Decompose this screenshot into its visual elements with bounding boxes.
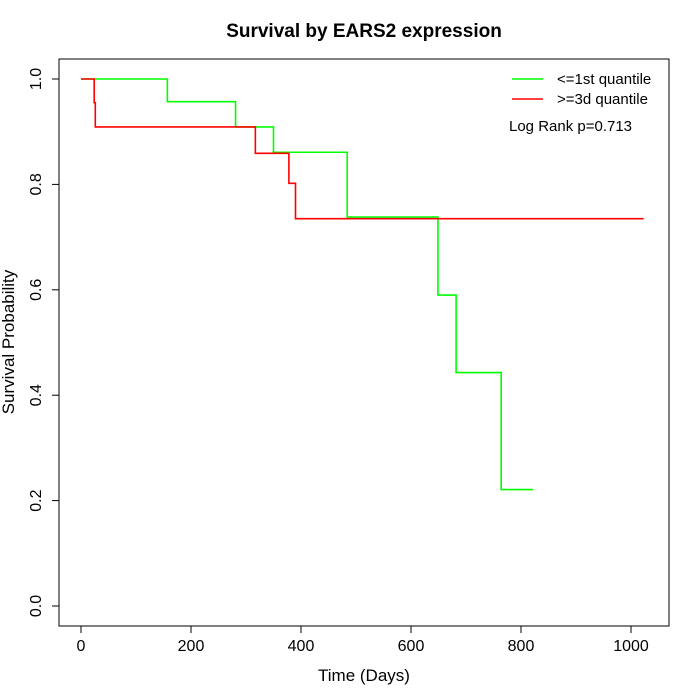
x-axis: 0 200 400 600 800 1000: [77, 625, 649, 655]
y-tick-label: 1.0: [28, 68, 45, 90]
y-tick-label: 0.6: [28, 279, 45, 301]
log-rank-annotation: Log Rank p=0.713: [509, 118, 632, 135]
plot-frame: [58, 58, 670, 627]
x-tick-label: 200: [178, 638, 205, 655]
y-tick-label: 0.0: [28, 595, 45, 617]
x-tick-label: 600: [398, 638, 425, 655]
legend-label-1: <=1st quantile: [557, 71, 651, 88]
y-axis: 0.0 0.2 0.4 0.6 0.8 1.0: [28, 68, 60, 617]
legend-label-2: >=3d quantile: [557, 91, 648, 108]
chart-title: Survival by EARS2 expression: [226, 21, 502, 42]
x-tick-label: 0: [77, 638, 86, 655]
y-axis-label: Survival Probability: [0, 269, 18, 414]
y-tick-label: 0.4: [28, 384, 45, 406]
x-tick-label: 800: [508, 638, 535, 655]
x-axis-label: Time (Days): [318, 666, 410, 685]
legend: <=1st quantile >=3d quantile: [512, 71, 651, 108]
series-line-1: [81, 78, 534, 491]
series-layer: [81, 78, 644, 491]
x-tick-label: 400: [288, 638, 315, 655]
x-tick-label: 1000: [613, 638, 649, 655]
series-line-2: [81, 78, 644, 220]
y-tick-label: 0.2: [28, 489, 45, 511]
y-tick-label: 0.8: [28, 173, 45, 195]
